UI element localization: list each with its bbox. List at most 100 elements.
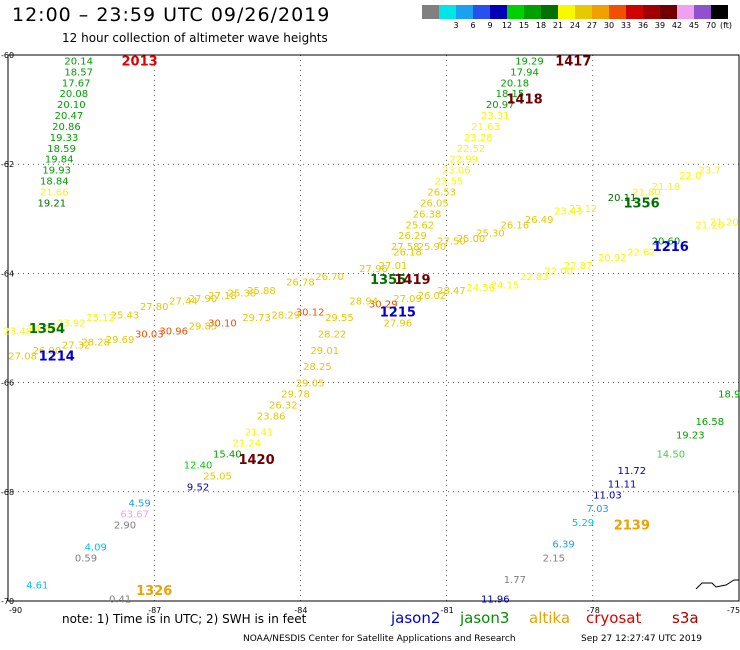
swh-reading: 26.05 xyxy=(420,198,449,209)
swh-reading: 25.05 xyxy=(203,471,232,482)
track-time-label: 1419 xyxy=(394,273,430,288)
swh-reading: 11.03 xyxy=(593,491,622,502)
swh-reading: 23.7 xyxy=(699,166,721,177)
swh-reading: 25.38 xyxy=(228,289,257,300)
lon-tick-label: -81 xyxy=(441,606,454,615)
legend-swatch xyxy=(609,5,626,19)
swh-reading: 21.41 xyxy=(245,428,274,439)
swh-reading: 26.53 xyxy=(427,188,456,199)
swh-reading: 11.96 xyxy=(481,594,510,605)
swh-reading: 18.15 xyxy=(496,89,525,100)
swh-reading: 21.20 xyxy=(710,218,739,229)
swh-reading: 24.15 xyxy=(491,280,520,291)
swh-reading: 28.22 xyxy=(318,329,347,340)
swh-reading: 17.94 xyxy=(510,67,539,78)
swh-reading: 0.41 xyxy=(109,594,131,605)
swh-reading: 24.84 xyxy=(28,324,57,335)
swh-reading: 21.20 xyxy=(695,220,724,231)
swh-reading: 23.55 xyxy=(435,177,464,188)
swh-reading: 26.18 xyxy=(393,248,422,259)
swh-reading: 12.40 xyxy=(184,461,213,472)
mission-altika: altika xyxy=(529,609,571,627)
swh-reading: 26.32 xyxy=(269,400,298,411)
legend-swatch xyxy=(473,5,490,19)
swh-reading: 23.92 xyxy=(57,319,86,330)
legend-swatch xyxy=(507,5,524,19)
swh-reading: 25.43 xyxy=(111,310,140,321)
swh-reading: 27.80 xyxy=(140,302,169,313)
lon-tick-label: -87 xyxy=(148,606,161,615)
swh-reading: 16.58 xyxy=(695,417,724,428)
swh-reading: 21.24 xyxy=(232,439,261,450)
swh-reading: 25.90 xyxy=(418,242,447,253)
swh-reading: 27.50 xyxy=(437,237,466,248)
swh-reading: 25.88 xyxy=(247,286,276,297)
swh-reading: 23.43 xyxy=(554,207,583,218)
swh-reading: 26.70 xyxy=(315,272,344,283)
mission-jason2: jason2 xyxy=(391,609,441,627)
legend-swatch xyxy=(439,5,456,19)
swh-reading: 19.93 xyxy=(42,166,71,177)
swh-reading: 21.66 xyxy=(40,188,69,199)
lon-tick-label: -84 xyxy=(294,606,307,615)
swh-reading: 2.90 xyxy=(114,521,136,532)
mission-s3a: s3a xyxy=(672,609,699,627)
mission-jason3: jason3 xyxy=(460,609,510,627)
swh-reading: 20.10 xyxy=(57,100,86,111)
legend-swatch xyxy=(592,5,609,19)
legend-unit: (ft) xyxy=(720,21,733,30)
swh-reading: 21.80 xyxy=(632,188,661,199)
swh-reading: 27.08 xyxy=(8,351,37,362)
swh-reading: 21.18 xyxy=(652,182,681,193)
legend-swatch xyxy=(643,5,660,19)
track-time-label: 1356 xyxy=(623,196,659,211)
lon-tick-label: -90 xyxy=(9,606,22,615)
swh-reading: 25.30 xyxy=(476,228,505,239)
swh-reading: 28.28 xyxy=(81,338,110,349)
legend-label: 30 xyxy=(603,21,615,30)
legend-label: 39 xyxy=(654,21,666,30)
swh-reading: 19.33 xyxy=(50,133,79,144)
swh-reading: 20.97 xyxy=(486,100,515,111)
swh-reading: 25.62 xyxy=(405,220,434,231)
track-time-label: 1355 xyxy=(370,273,406,288)
swh-reading: 29.05 xyxy=(296,379,325,390)
swh-reading: 22.87 xyxy=(564,261,593,272)
swh-reading: 19.23 xyxy=(676,430,705,441)
swh-reading: 2.15 xyxy=(543,553,565,564)
legend-swatch xyxy=(541,5,558,19)
lat-lon-grid xyxy=(8,55,739,601)
swh-reading: 28.47 xyxy=(437,286,466,297)
swh-reading: 26.02 xyxy=(418,291,447,302)
swh-reading: 6.39 xyxy=(552,540,574,551)
track-time-label: 1420 xyxy=(238,453,274,468)
swh-reading: 28.25 xyxy=(303,362,332,373)
swh-reading: 22.99 xyxy=(449,155,478,166)
swh-reading: 20.86 xyxy=(52,122,81,133)
swh-reading: 26.38 xyxy=(413,209,442,220)
swh-reading: 20.18 xyxy=(501,78,530,89)
track-time-label: 1354 xyxy=(29,322,65,337)
swh-reading: 30.29 xyxy=(369,299,398,310)
swh-reading: 25.00 xyxy=(457,234,486,245)
generated-timestamp: Sep 27 12:27:47 UTC 2019 xyxy=(581,634,703,644)
swh-reading: 19.84 xyxy=(45,155,74,166)
track-time-label: 2139 xyxy=(614,519,650,534)
swh-reading: 4.59 xyxy=(128,499,150,510)
lat-tick-label: -64 xyxy=(1,269,14,278)
swh-reading: 9.52 xyxy=(187,482,209,493)
lon-tick-label: -75 xyxy=(727,606,740,615)
swh-reading: 27.90 xyxy=(189,294,218,305)
swh-reading: 22.62 xyxy=(627,248,656,259)
swh-reading: 29.01 xyxy=(310,346,339,357)
swh-reading: 20.11 xyxy=(608,193,637,204)
track-time-label: 1216 xyxy=(653,240,689,255)
legend-label: 15 xyxy=(518,21,530,30)
axis-tick-labels: -90 -87 -84 -81 -78 -75 -60 -62 -64 -66 -68 -70 xyxy=(1,51,740,615)
legend-swatch xyxy=(558,5,575,19)
lat-tick-label: -68 xyxy=(1,488,14,497)
swh-reading: 21.63 xyxy=(471,122,500,133)
swh-reading: 23.86 xyxy=(257,411,286,422)
swh-reading: 30.96 xyxy=(159,327,188,338)
